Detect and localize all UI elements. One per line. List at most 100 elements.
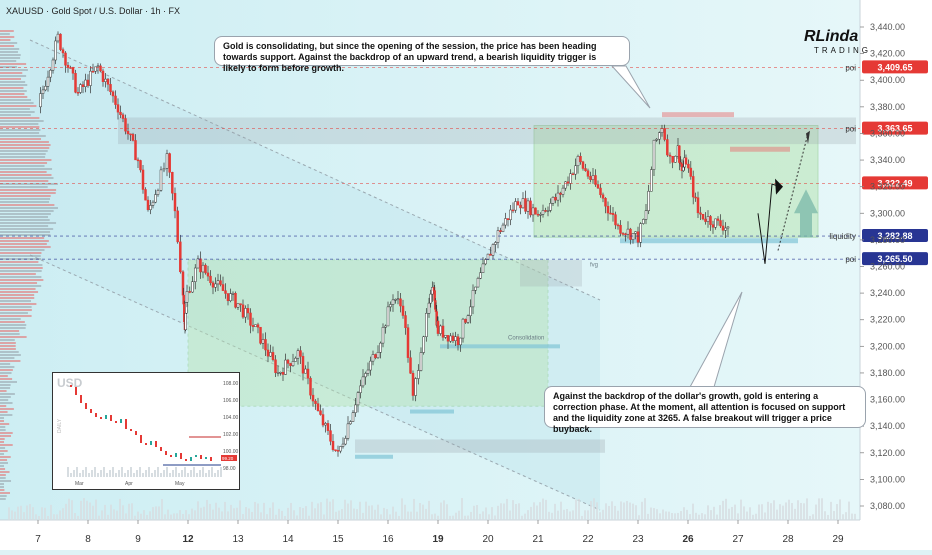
- candle-body: [619, 225, 622, 234]
- candle-body: [229, 293, 232, 302]
- brand-logo: RLinda TRADING: [800, 28, 868, 62]
- candle-body: [184, 312, 187, 330]
- candle-body: [139, 160, 142, 171]
- candle-body: [394, 299, 397, 301]
- candle-body: [294, 357, 297, 362]
- candle-body: [276, 372, 280, 374]
- y-tick-label: 3,080.00: [870, 501, 905, 511]
- candle-body: [116, 104, 120, 113]
- candle-body: [471, 290, 475, 308]
- candle-body: [486, 253, 490, 260]
- candle-body: [81, 84, 85, 87]
- candle-body: [509, 209, 512, 221]
- candle-body: [704, 218, 707, 222]
- candle-body: [366, 369, 370, 374]
- candle-body: [191, 281, 194, 293]
- candle-body: [284, 359, 287, 375]
- candle-body: [429, 293, 432, 304]
- candle-body: [534, 207, 537, 215]
- y-tick-label: 3,320.00: [870, 182, 905, 192]
- level-price-tag: [862, 176, 928, 190]
- candle-body: [596, 184, 600, 189]
- candle-body: [199, 258, 202, 273]
- candle-body: [474, 286, 477, 291]
- candle-body: [244, 308, 247, 318]
- candle-body: [341, 443, 345, 447]
- candle-body: [151, 201, 155, 206]
- candle-body: [74, 73, 77, 93]
- candle-body: [419, 352, 423, 371]
- candle-body: [441, 325, 445, 338]
- inset-last-label: 99.20: [222, 456, 234, 461]
- zones-layer: fvg Consolidation: [29, 39, 856, 511]
- candle-body: [652, 139, 656, 170]
- candle-body: [346, 423, 350, 439]
- candle-body: [309, 377, 312, 396]
- candle-body: [711, 224, 715, 228]
- candle-body: [481, 263, 485, 273]
- y-tick-label: 3,300.00: [870, 208, 905, 218]
- candle-body: [584, 168, 587, 171]
- candle-body: [109, 84, 112, 93]
- candle-body: [59, 33, 62, 50]
- y-tick-label: 3,360.00: [870, 128, 905, 138]
- candle-body: [544, 210, 547, 212]
- candle-body: [384, 325, 387, 328]
- candle-body: [599, 187, 602, 196]
- candle-body: [706, 216, 710, 222]
- y-tick-label: 3,260.00: [870, 262, 905, 272]
- candle-body: [386, 306, 390, 327]
- candle-body: [46, 76, 50, 87]
- inset-x-tick: Mar: [75, 481, 84, 487]
- x-tick-label: 7: [35, 534, 41, 545]
- annotation-top: Gold is consolidating, but since the ope…: [214, 36, 630, 73]
- candle-body: [439, 325, 442, 334]
- candle-body: [326, 423, 330, 431]
- candle-body: [696, 197, 700, 214]
- candle-body: [185, 291, 189, 303]
- x-tick-label: 14: [282, 534, 294, 545]
- candle-body: [69, 67, 72, 69]
- candle-body: [344, 438, 347, 445]
- x-tick-label: 29: [832, 534, 844, 545]
- candle-body: [647, 190, 650, 211]
- candle-body: [660, 128, 664, 133]
- candle-body: [691, 176, 695, 198]
- candle-body: [549, 203, 552, 211]
- candle-body: [571, 173, 575, 175]
- candle-body: [141, 169, 145, 190]
- arrows-layer: [757, 130, 818, 264]
- candle-body: [336, 450, 340, 452]
- candle-body: [274, 359, 277, 373]
- candle-body: [631, 233, 635, 240]
- candle-body: [726, 226, 730, 229]
- candle-body: [301, 356, 305, 374]
- candle-body: [86, 79, 90, 86]
- candle-body: [414, 378, 417, 396]
- x-tick-label: 27: [732, 534, 744, 545]
- candle-body: [721, 225, 725, 231]
- candle-body: [616, 224, 620, 227]
- zone-label-fvg: fvg: [590, 263, 598, 269]
- x-tick-label: 19: [432, 534, 444, 545]
- candle-body: [701, 213, 705, 220]
- y-tick-label: 3,160.00: [870, 395, 905, 405]
- level-price-label: 3,322.49: [877, 178, 912, 188]
- candle-body: [446, 335, 450, 342]
- y-tick-label: 3,100.00: [870, 474, 905, 484]
- candle-body: [689, 167, 693, 177]
- candle-body: [682, 166, 685, 172]
- candle-body: [719, 220, 722, 227]
- candle-body: [539, 214, 542, 216]
- candle-body: [369, 360, 372, 371]
- candle-body: [536, 213, 540, 216]
- inset-y-tick: 102.00: [223, 432, 239, 438]
- candle-body: [339, 446, 342, 452]
- level-price-label: 3,363.65: [877, 124, 912, 134]
- candle-body: [376, 352, 380, 359]
- candle-body: [406, 327, 410, 358]
- candle-body: [254, 324, 257, 327]
- candle-body: [678, 145, 681, 163]
- candle-body: [554, 196, 557, 201]
